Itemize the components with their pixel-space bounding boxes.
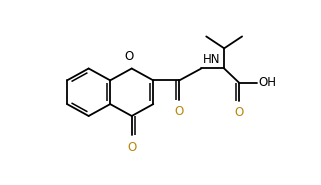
Text: OH: OH (258, 76, 276, 89)
Text: O: O (234, 107, 244, 120)
Text: O: O (175, 105, 184, 118)
Text: HN: HN (203, 53, 220, 66)
Text: O: O (124, 50, 133, 63)
Text: O: O (127, 141, 136, 154)
